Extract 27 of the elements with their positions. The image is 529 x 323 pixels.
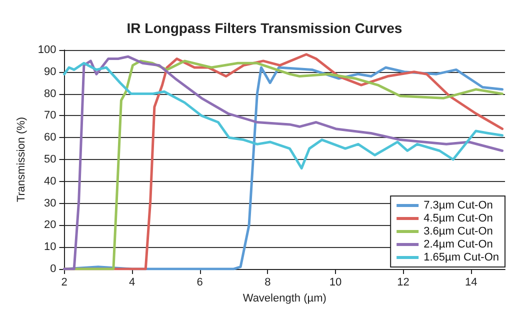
legend-label: 4.5µm Cut-On [424,212,493,224]
x-tick-label: 14 [464,276,478,288]
x-tick-label: 10 [329,276,342,288]
x-tick-label: 8 [264,276,271,288]
x-tick-label: 2 [61,276,68,288]
y-tick-label: 70 [44,110,56,122]
y-tick-label: 90 [44,66,56,78]
y-tick-label: 30 [44,197,56,210]
y-tick-label: 10 [44,241,56,254]
y-axis-title: Transmission (%) [16,116,28,202]
legend-label: 3.6µm Cut-On [424,226,493,238]
legend-label: 2.4µm Cut-On [424,238,493,250]
y-tick-label: 100 [38,44,56,56]
line-series [63,62,504,170]
y-tick-label: 40 [44,175,56,188]
x-tick-label: 12 [397,276,410,288]
legend-label: 7.3µm Cut-On [424,200,493,212]
legend-label: 1.65µm Cut-On [424,252,499,264]
y-tick-label: 60 [44,132,56,144]
x-tick-label: 4 [129,276,136,288]
x-tick-label: 6 [196,276,203,288]
x-axis-title: Wavelength (µm) [242,292,326,304]
chart-title: IR Longpass Filters Transmission Curves [126,20,402,36]
y-tick-label: 20 [44,219,56,232]
y-tick-label: 80 [44,88,56,100]
y-tick-label: 0 [50,263,56,275]
y-tick-label: 50 [44,154,56,166]
